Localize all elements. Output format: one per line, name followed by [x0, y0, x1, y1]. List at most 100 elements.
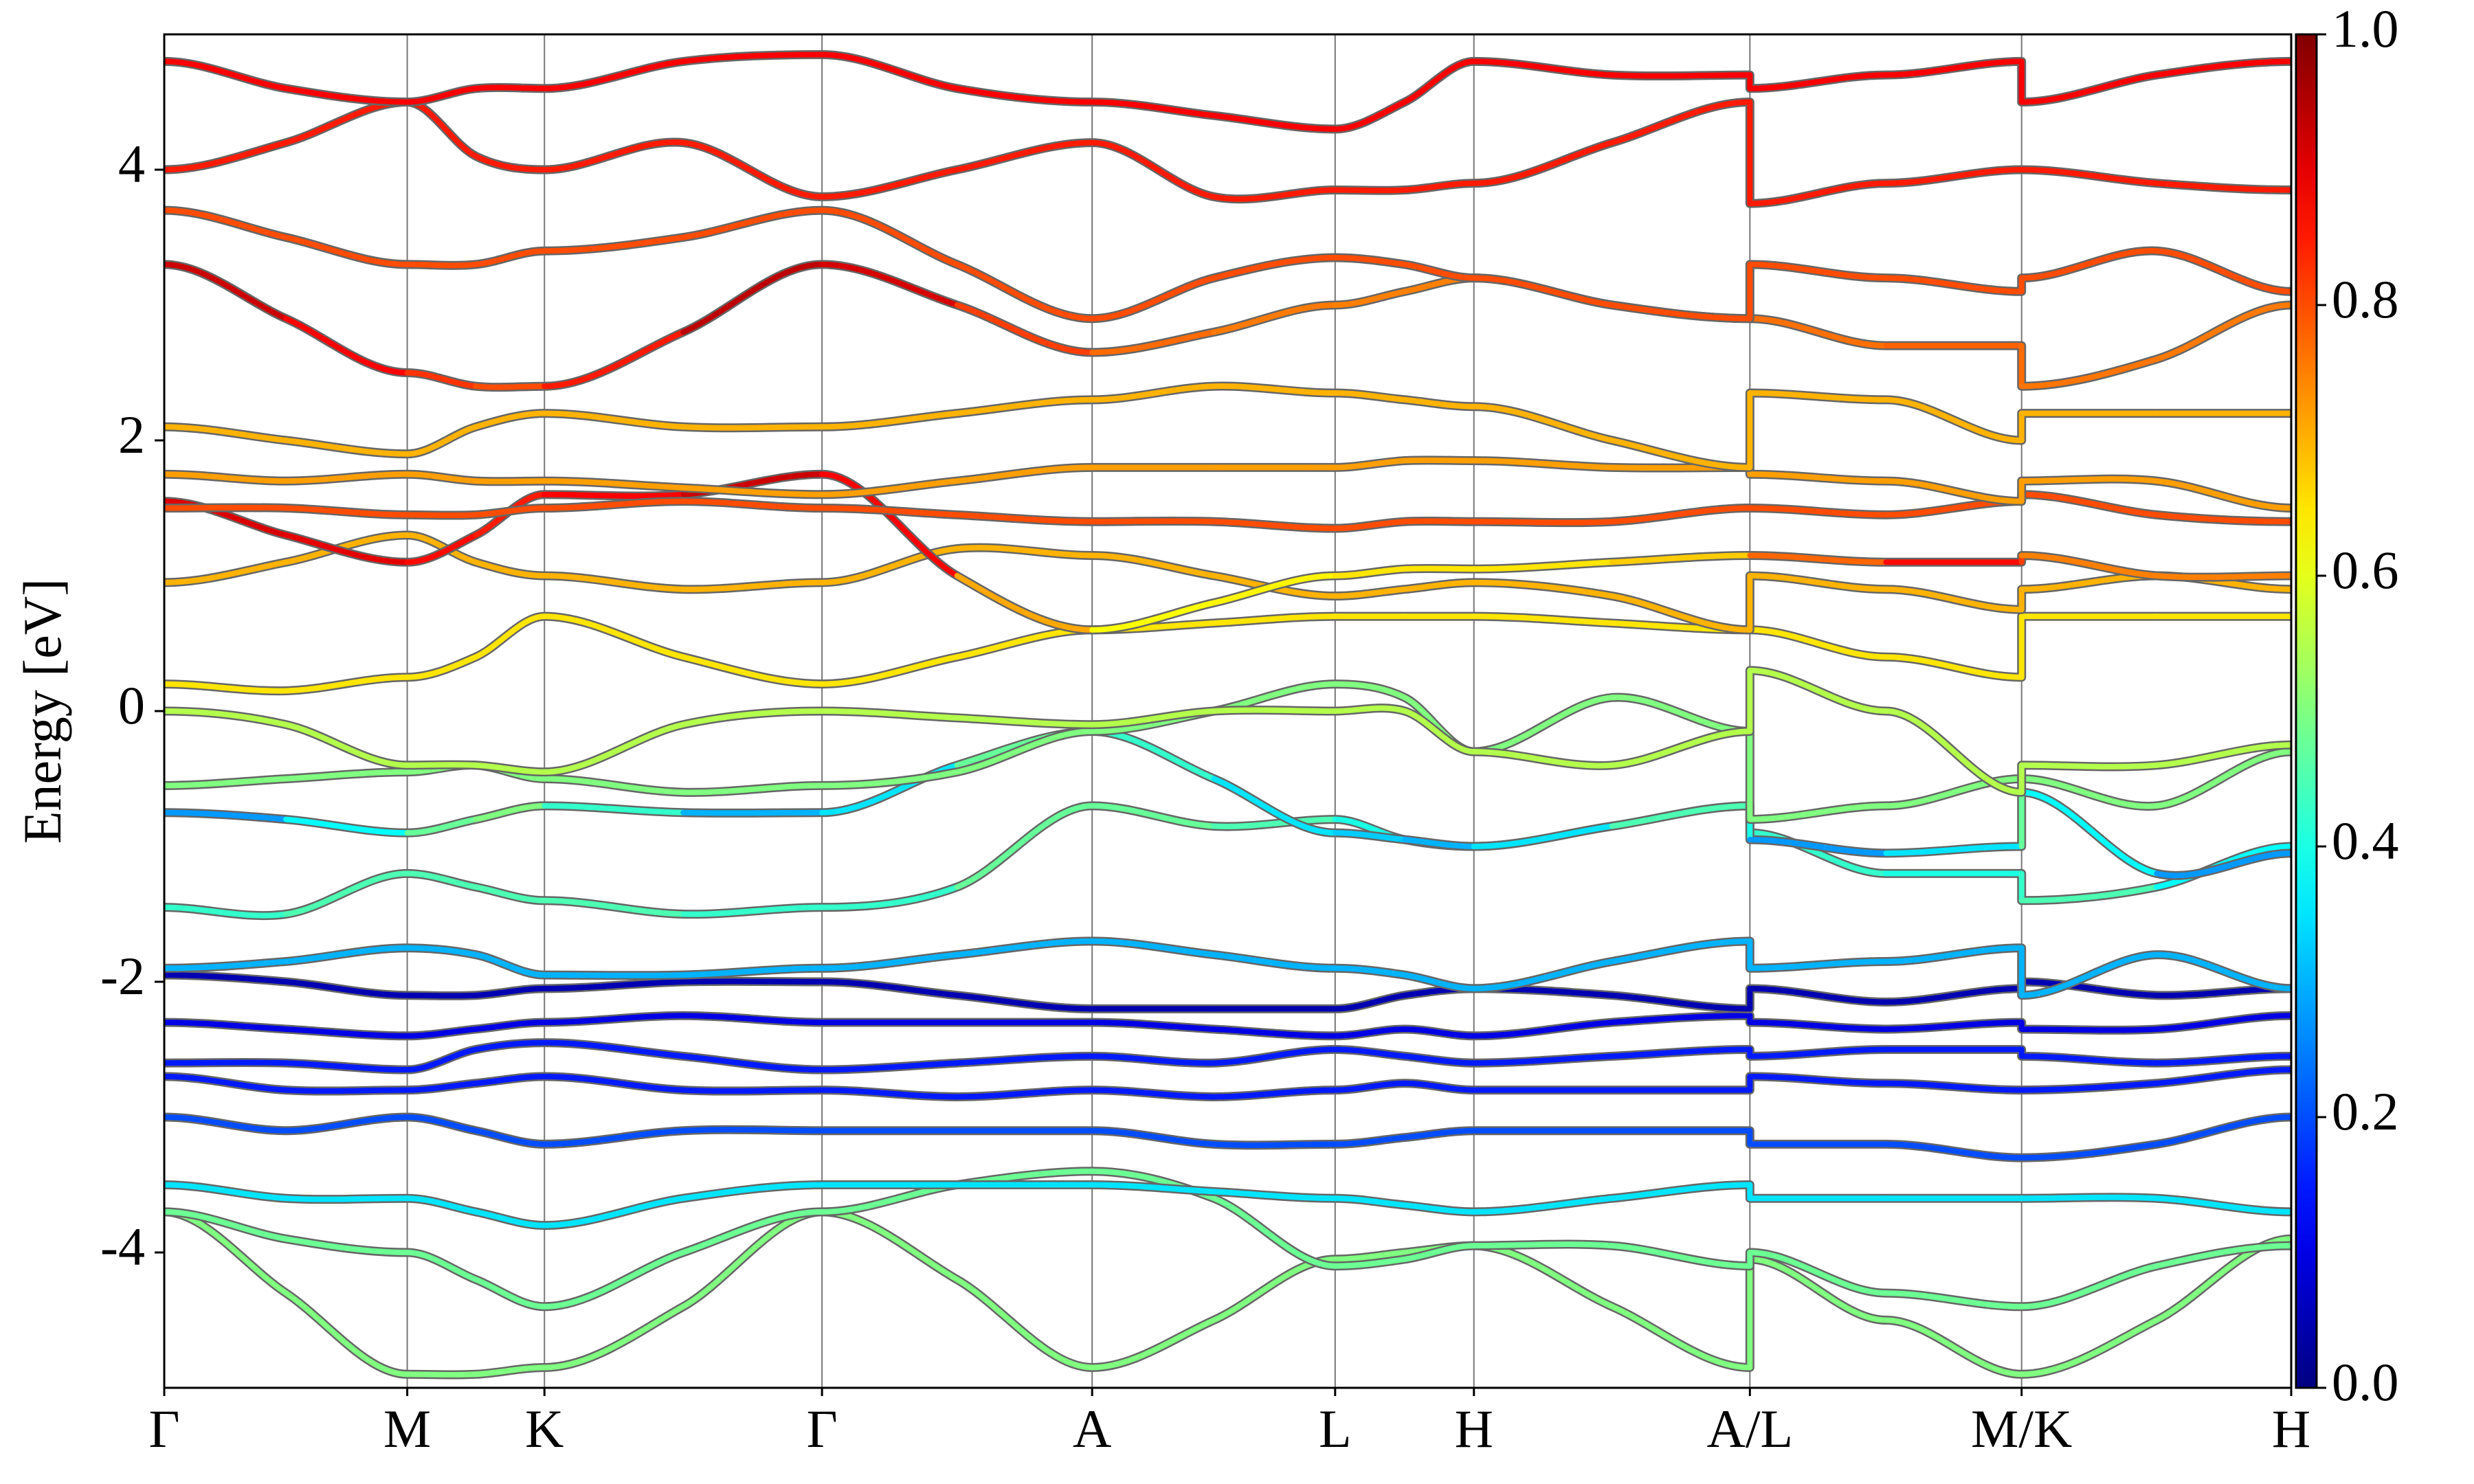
band-segment	[1883, 586, 2025, 613]
band-segment	[1471, 1053, 1615, 1066]
band-segment	[283, 1195, 410, 1202]
band-outline	[164, 260, 2291, 392]
band-segment	[164, 139, 289, 172]
band-segment	[1211, 1195, 1338, 1269]
band-segment	[819, 979, 960, 998]
band-segment	[819, 167, 960, 200]
band-segment	[1211, 1256, 1338, 1323]
band-segment	[164, 708, 289, 728]
band-segment	[404, 945, 479, 958]
band-segment	[164, 776, 289, 789]
band-segment	[1747, 1046, 1889, 1059]
band-segment	[680, 261, 825, 335]
band-segment	[954, 728, 1095, 775]
band-segment	[2018, 952, 2160, 998]
band-segment	[404, 1046, 479, 1073]
band-segment	[1332, 1256, 1408, 1269]
colorbar-tick-label: 0.4	[2332, 811, 2399, 870]
band-segment	[1089, 802, 1217, 829]
band-segment	[1609, 438, 1753, 471]
band-segment	[1883, 844, 2025, 856]
band-segment	[164, 972, 289, 985]
band-segment	[819, 505, 960, 518]
band-segment	[164, 904, 289, 919]
band-segment	[1609, 802, 1753, 829]
band-segment	[1332, 566, 1408, 578]
band-segment	[680, 708, 825, 728]
band-segment	[473, 1020, 548, 1032]
band-segment	[1332, 1250, 1408, 1262]
band-segment	[404, 532, 479, 565]
band-segment	[680, 52, 825, 65]
band-segment	[1609, 552, 1753, 565]
band-segment	[1471, 823, 1615, 849]
band-segment	[1471, 958, 1615, 991]
band-segment	[473, 952, 548, 978]
band-segment	[473, 559, 548, 578]
y-tick-label: 4	[118, 134, 145, 194]
band-segment	[1471, 614, 1615, 626]
band-segment	[819, 1208, 960, 1283]
band-segment	[1211, 302, 1338, 335]
band-segment	[283, 532, 410, 565]
band-segment	[542, 897, 687, 917]
band-segment	[954, 512, 1095, 525]
y-tick-label: 0	[118, 675, 145, 735]
band-segment	[1211, 952, 1338, 971]
band-segment	[164, 559, 289, 585]
band-segment	[1609, 1182, 1753, 1202]
band-segment	[1609, 1046, 1753, 1059]
band-segment	[1747, 1250, 1889, 1296]
band-segment	[2018, 476, 2160, 484]
band-segment	[283, 979, 410, 998]
band-segment	[473, 884, 548, 903]
band-segment	[680, 1087, 825, 1094]
band-segment	[2154, 248, 2291, 295]
band-segment	[542, 58, 687, 91]
band-segment	[819, 52, 960, 91]
band-segment	[954, 396, 1095, 416]
band-segment	[1089, 728, 1217, 782]
band-segment	[1211, 255, 1338, 281]
band-segment	[1332, 289, 1408, 308]
band-outline	[164, 679, 2291, 824]
band-segment	[1883, 58, 2025, 78]
band-segment	[1089, 275, 1217, 322]
band-segment	[1883, 1020, 2025, 1032]
band-segment	[1211, 816, 1338, 829]
band-segment	[2154, 1114, 2291, 1147]
plot-area	[164, 50, 2291, 1380]
band-segment	[2154, 1013, 2291, 1032]
band-segment	[2018, 72, 2160, 105]
band-segment	[954, 573, 1095, 633]
band-segment	[680, 965, 825, 978]
colorbar	[2295, 33, 2318, 1389]
band-segment	[954, 1087, 1095, 1100]
band-segment	[2154, 302, 2291, 362]
band-segment	[283, 85, 410, 105]
band-segment	[283, 234, 410, 267]
band-segment	[1402, 579, 1477, 592]
band-segment	[1332, 390, 1408, 403]
band-segment	[1883, 708, 2025, 796]
band-segment	[283, 1026, 410, 1039]
band-segment	[1471, 1243, 1615, 1309]
band-segment	[1211, 187, 1338, 202]
band-segment	[404, 870, 479, 890]
band-segment	[542, 1195, 687, 1228]
band-segment	[1471, 519, 1615, 526]
band-segment	[283, 769, 410, 782]
band-segment	[473, 1127, 548, 1147]
band-segment	[542, 573, 687, 592]
band-segment	[1332, 965, 1408, 978]
band-segment	[819, 478, 960, 497]
band-segment	[473, 478, 548, 484]
band-segment	[542, 721, 687, 775]
band-segment	[1883, 1080, 2025, 1093]
band-segment	[2154, 573, 2291, 581]
band-segment	[283, 315, 410, 376]
band-segment	[819, 654, 960, 687]
band-segment	[1883, 654, 2025, 680]
band-segment	[954, 139, 1095, 172]
